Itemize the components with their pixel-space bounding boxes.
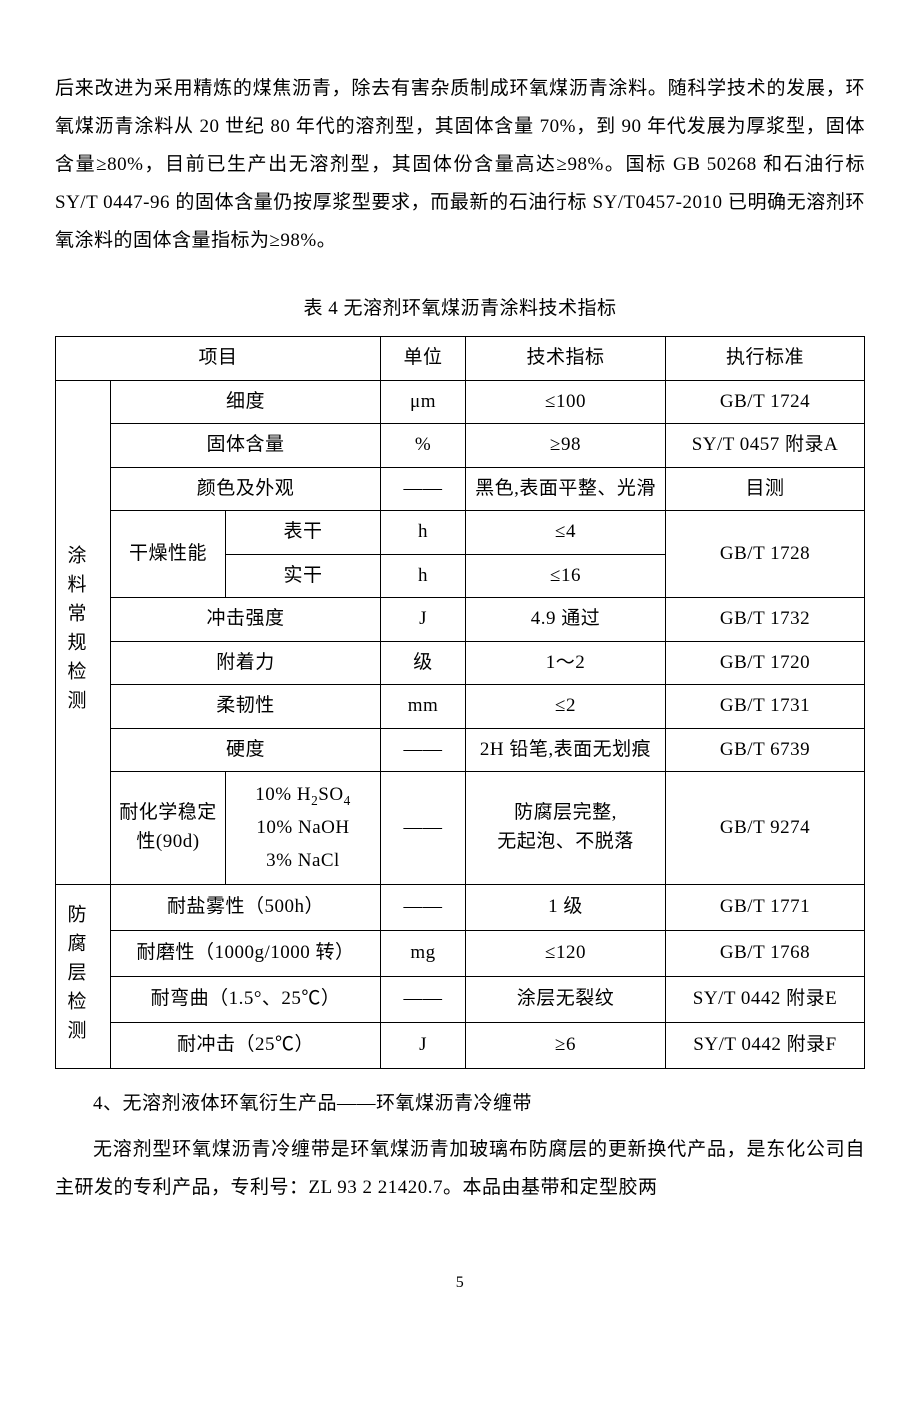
table-row: 防腐层检测 耐盐雾性（500h） —— 1 级 GB/T 1771 xyxy=(56,884,865,930)
cell: 硬度 xyxy=(111,728,381,772)
cell: h xyxy=(381,511,466,555)
cell: J xyxy=(381,598,466,642)
cell: GB/T 9274 xyxy=(666,772,865,885)
page-number: 5 xyxy=(55,1267,865,1299)
cell: —— xyxy=(381,772,466,885)
cell: μm xyxy=(381,380,466,424)
cell: 耐冲击（25℃） xyxy=(111,1022,381,1068)
table-row: 固体含量 % ≥98 SY/T 0457 附录A xyxy=(56,424,865,468)
table-row: 附着力 级 1～2 GB/T 1720 xyxy=(56,641,865,685)
cell: 4.9 通过 xyxy=(466,598,666,642)
group-label-1: 涂料常规检测 xyxy=(56,380,111,884)
cell: 涂层无裂纹 xyxy=(466,976,666,1022)
cell: —— xyxy=(381,884,466,930)
col-standard: 执行标准 xyxy=(666,337,865,381)
cell: % xyxy=(381,424,466,468)
cell: SY/T 0442 附录F xyxy=(666,1022,865,1068)
cell: mm xyxy=(381,685,466,729)
cell: ≥6 xyxy=(466,1022,666,1068)
cell: GB/T 1728 xyxy=(666,511,865,598)
cell: 附着力 xyxy=(111,641,381,685)
cell: —— xyxy=(381,976,466,1022)
cell: GB/T 1768 xyxy=(666,930,865,976)
table-row: 颜色及外观 —— 黑色,表面平整、光滑 目测 xyxy=(56,467,865,511)
cell: —— xyxy=(381,467,466,511)
cell: —— xyxy=(381,728,466,772)
table-row: 耐化学稳定性(90d) 10% H2SO4 10% NaOH 3% NaCl —… xyxy=(56,772,865,885)
cell: 1～2 xyxy=(466,641,666,685)
intro-paragraph: 后来改进为采用精炼的煤焦沥青，除去有害杂质制成环氧煤沥青涂料。随科学技术的发展，… xyxy=(55,70,865,260)
cell: 干燥性能 xyxy=(111,511,226,598)
table-row: 柔韧性 mm ≤2 GB/T 1731 xyxy=(56,685,865,729)
cell: SY/T 0457 附录A xyxy=(666,424,865,468)
cell: GB/T 1724 xyxy=(666,380,865,424)
cell: 耐化学稳定性(90d) xyxy=(111,772,226,885)
cell: 表干 xyxy=(226,511,381,555)
cell: GB/T 1720 xyxy=(666,641,865,685)
table-header-row: 项目 单位 技术指标 执行标准 xyxy=(56,337,865,381)
cell: 耐弯曲（1.5°、25℃） xyxy=(111,976,381,1022)
table-row: 耐冲击（25℃） J ≥6 SY/T 0442 附录F xyxy=(56,1022,865,1068)
cell: 耐磨性（1000g/1000 转） xyxy=(111,930,381,976)
cell: J xyxy=(381,1022,466,1068)
cell: GB/T 1771 xyxy=(666,884,865,930)
cell: 实干 xyxy=(226,554,381,598)
table-row: 耐弯曲（1.5°、25℃） —— 涂层无裂纹 SY/T 0442 附录E xyxy=(56,976,865,1022)
table-row: 硬度 —— 2H 铅笔,表面无划痕 GB/T 6739 xyxy=(56,728,865,772)
cell: GB/T 1731 xyxy=(666,685,865,729)
cell: 黑色,表面平整、光滑 xyxy=(466,467,666,511)
col-spec: 技术指标 xyxy=(466,337,666,381)
col-unit: 单位 xyxy=(381,337,466,381)
cell: 目测 xyxy=(666,467,865,511)
spec-table: 项目 单位 技术指标 执行标准 涂料常规检测 细度 μm ≤100 GB/T 1… xyxy=(55,336,865,1069)
col-item: 项目 xyxy=(56,337,381,381)
cell: ≤120 xyxy=(466,930,666,976)
cell: SY/T 0442 附录E xyxy=(666,976,865,1022)
cell: 2H 铅笔,表面无划痕 xyxy=(466,728,666,772)
cell: mg xyxy=(381,930,466,976)
cell: 细度 xyxy=(111,380,381,424)
table-row: 涂料常规检测 细度 μm ≤100 GB/T 1724 xyxy=(56,380,865,424)
cell: ≤4 xyxy=(466,511,666,555)
cell: 固体含量 xyxy=(111,424,381,468)
table-row: 耐磨性（1000g/1000 转） mg ≤120 GB/T 1768 xyxy=(56,930,865,976)
cell: ≤16 xyxy=(466,554,666,598)
cell: 颜色及外观 xyxy=(111,467,381,511)
table-caption: 表 4 无溶剂环氧煤沥青涂料技术指标 xyxy=(55,290,865,328)
cell: h xyxy=(381,554,466,598)
cell-chemical: 10% H2SO4 10% NaOH 3% NaCl xyxy=(226,772,381,885)
section-heading: 4、无溶剂液体环氧衍生产品——环氧煤沥青冷缠带 xyxy=(55,1085,865,1123)
cell: GB/T 6739 xyxy=(666,728,865,772)
table-row: 冲击强度 J 4.9 通过 GB/T 1732 xyxy=(56,598,865,642)
cell: ≤2 xyxy=(466,685,666,729)
body-paragraph: 无溶剂型环氧煤沥青冷缠带是环氧煤沥青加玻璃布防腐层的更新换代产品，是东化公司自主… xyxy=(55,1131,865,1207)
cell: 级 xyxy=(381,641,466,685)
cell: 耐盐雾性（500h） xyxy=(111,884,381,930)
cell: 冲击强度 xyxy=(111,598,381,642)
cell: ≤100 xyxy=(466,380,666,424)
cell: ≥98 xyxy=(466,424,666,468)
group-label-2: 防腐层检测 xyxy=(56,884,111,1068)
cell: GB/T 1732 xyxy=(666,598,865,642)
table-row: 干燥性能 表干 h ≤4 GB/T 1728 xyxy=(56,511,865,555)
cell: 防腐层完整, 无起泡、不脱落 xyxy=(466,772,666,885)
cell: 1 级 xyxy=(466,884,666,930)
cell: 柔韧性 xyxy=(111,685,381,729)
